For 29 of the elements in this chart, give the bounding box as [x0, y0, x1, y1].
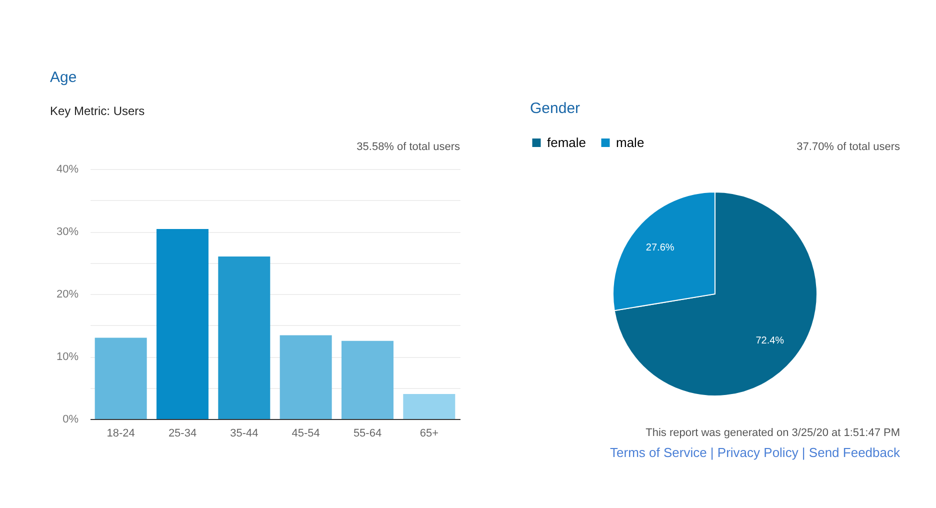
text: 37.70% of total users	[796, 141, 900, 153]
x-tick-label: 25-34	[168, 428, 197, 440]
chart-title: Gender	[530, 100, 580, 117]
legend-label: male	[616, 134, 644, 150]
bar	[280, 335, 332, 419]
x-tick-label: 35-44	[230, 428, 258, 440]
y-tick-label: 10%	[56, 351, 79, 363]
text: This report was generated on 3/25/20 at 1:51:47 PM	[646, 427, 900, 439]
bar	[218, 256, 270, 419]
x-tick-label: 65+	[420, 428, 439, 440]
legend-label: female	[547, 134, 586, 150]
bar	[94, 338, 147, 419]
text: 35.58% of total users	[356, 141, 460, 153]
chart-title: Age	[50, 69, 77, 86]
text: Key Metric: Users	[50, 104, 145, 118]
bar	[156, 229, 208, 419]
x-tick-label: 18-24	[106, 428, 135, 440]
x-tick-label: 55-64	[353, 428, 382, 440]
y-tick-label: 20%	[56, 288, 79, 300]
y-tick-label: 40%	[56, 164, 79, 176]
y-tick-label: 30%	[56, 226, 79, 238]
data-label: 72.4%	[756, 336, 784, 347]
text: Terms of Service | Privacy Policy | Send Feedback	[610, 445, 900, 460]
pie-slice	[614, 192, 818, 396]
bar	[342, 340, 394, 419]
x-tick-label: 45-54	[292, 428, 320, 440]
bar	[403, 394, 456, 419]
y-tick-label: 0%	[62, 414, 79, 426]
data-label: 27.6%	[646, 242, 674, 254]
